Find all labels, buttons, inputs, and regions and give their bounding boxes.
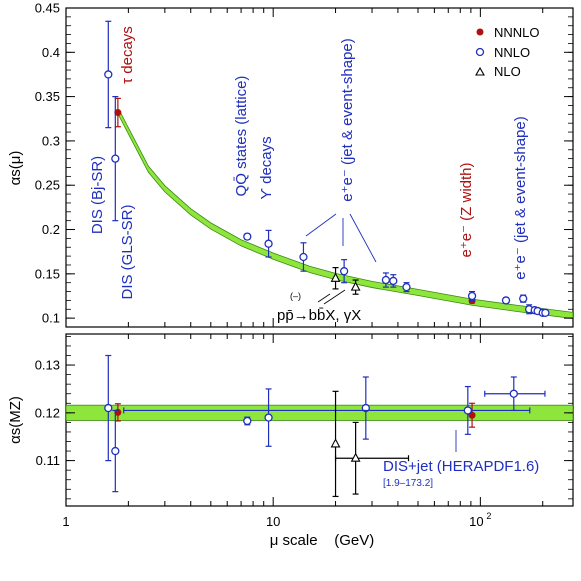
annotation-arrows-black — [317, 289, 346, 305]
annotation-tau-decays: τ decays — [119, 26, 136, 84]
bottom-nnlo-point — [463, 406, 472, 415]
bottom-nnlo-point — [111, 446, 120, 456]
top-nnlo-point — [264, 239, 273, 248]
annotation-qq-states: QQ̄ states (lattice) — [233, 76, 250, 197]
bottom-nnlo-point — [509, 389, 518, 398]
legend-nnlo-marker — [475, 47, 485, 57]
bottom-nlo-point — [330, 438, 341, 448]
top-nnlo-point — [519, 294, 528, 303]
bottom-y-tick-label: 0.13 — [35, 358, 60, 373]
bottom-nlo-point — [350, 452, 361, 462]
legend: NNNLO NNLO NLO — [475, 25, 540, 79]
top-nnlo-point — [104, 70, 113, 79]
top-y-tick-label: 0.4 — [42, 45, 60, 60]
annotation-ppbar-bbx: pp̄→bb̄X, γX — [277, 307, 361, 324]
top-y-tick-label: 0.45 — [35, 1, 60, 16]
x-axis-label: μ scale (GeV) — [270, 532, 375, 549]
annotation-dis-gls-sr: DIS (GLS-SR) — [119, 204, 136, 299]
top-y-tick-label: 0.25 — [35, 178, 60, 193]
top-nnlo-point — [501, 296, 511, 305]
legend-nnlo-label: NNLO — [494, 45, 530, 60]
top-nnlo-point — [541, 308, 550, 317]
top-nnlo-point — [389, 276, 398, 286]
running-coupling-band — [118, 109, 573, 319]
legend-nnnlo-marker — [476, 28, 484, 36]
top-nnlo-point — [243, 232, 252, 241]
x-tick-label: 10 — [266, 514, 280, 529]
top-nnlo-point — [381, 275, 391, 285]
top-nlo-point — [350, 281, 361, 291]
top-y-axis-label: αs(μ) — [7, 151, 24, 186]
top-nnlo-point — [339, 267, 349, 276]
annotation-dis-jet-herapdf: DIS+jet (HERAPDF1.6) — [383, 458, 539, 475]
top-y-tick-label: 0.3 — [42, 133, 60, 148]
annotation-upsilon-decays: ϒ decays — [258, 136, 275, 199]
annotation-ee-jet-event-shape-1: e⁺e⁻ (jet & event-shape) — [339, 38, 356, 201]
legend-nlo-marker — [475, 66, 485, 76]
annotation-dis-bj-sr: DIS (Bj-SR) — [89, 156, 106, 234]
top-nnnlo-point — [114, 109, 122, 117]
annotation-arrows — [305, 213, 457, 452]
legend-nnnlo-label: NNNLO — [494, 25, 540, 40]
bottom-nnlo-point — [264, 413, 273, 422]
bottom-nnlo-point — [104, 403, 113, 413]
legend-nlo-label: NLO — [494, 64, 521, 79]
top-y-tick-label: 0.15 — [35, 266, 60, 281]
annotation-ee-jet-event-shape-2: e⁺e⁻ (jet & event-shape) — [512, 116, 529, 279]
top-nnlo-point — [299, 252, 308, 262]
top-y-tick-label: 0.2 — [42, 222, 60, 237]
x-tick-label: 1 — [62, 514, 69, 529]
top-nnlo-point — [111, 154, 120, 163]
bottom-nnlo-point — [361, 403, 370, 413]
annotation-dis-jet-range: [1.9–173.2] — [383, 478, 433, 489]
x-tick-label-exponent: 2 — [486, 511, 491, 521]
annotation-ee-z-width: e⁺e⁻ (Z width) — [458, 162, 475, 257]
bottom-y-tick-label: 0.12 — [35, 405, 60, 420]
top-y-tick-label: 0.1 — [42, 311, 60, 326]
bottom-y-axis-label: αs(MZ) — [7, 396, 24, 444]
top-nlo-point — [330, 272, 341, 282]
world-average-band — [66, 404, 573, 421]
bottom-y-tick-label: 0.11 — [36, 453, 60, 468]
top-nnlo-point — [467, 291, 477, 301]
bottom-nnlo-point — [243, 416, 252, 426]
top-y-tick-label: 0.35 — [35, 89, 60, 104]
annotation-ppbar-bar: (–) — [290, 291, 301, 301]
top-nnlo-point — [402, 282, 411, 292]
x-tick-label: 10 — [469, 514, 483, 529]
